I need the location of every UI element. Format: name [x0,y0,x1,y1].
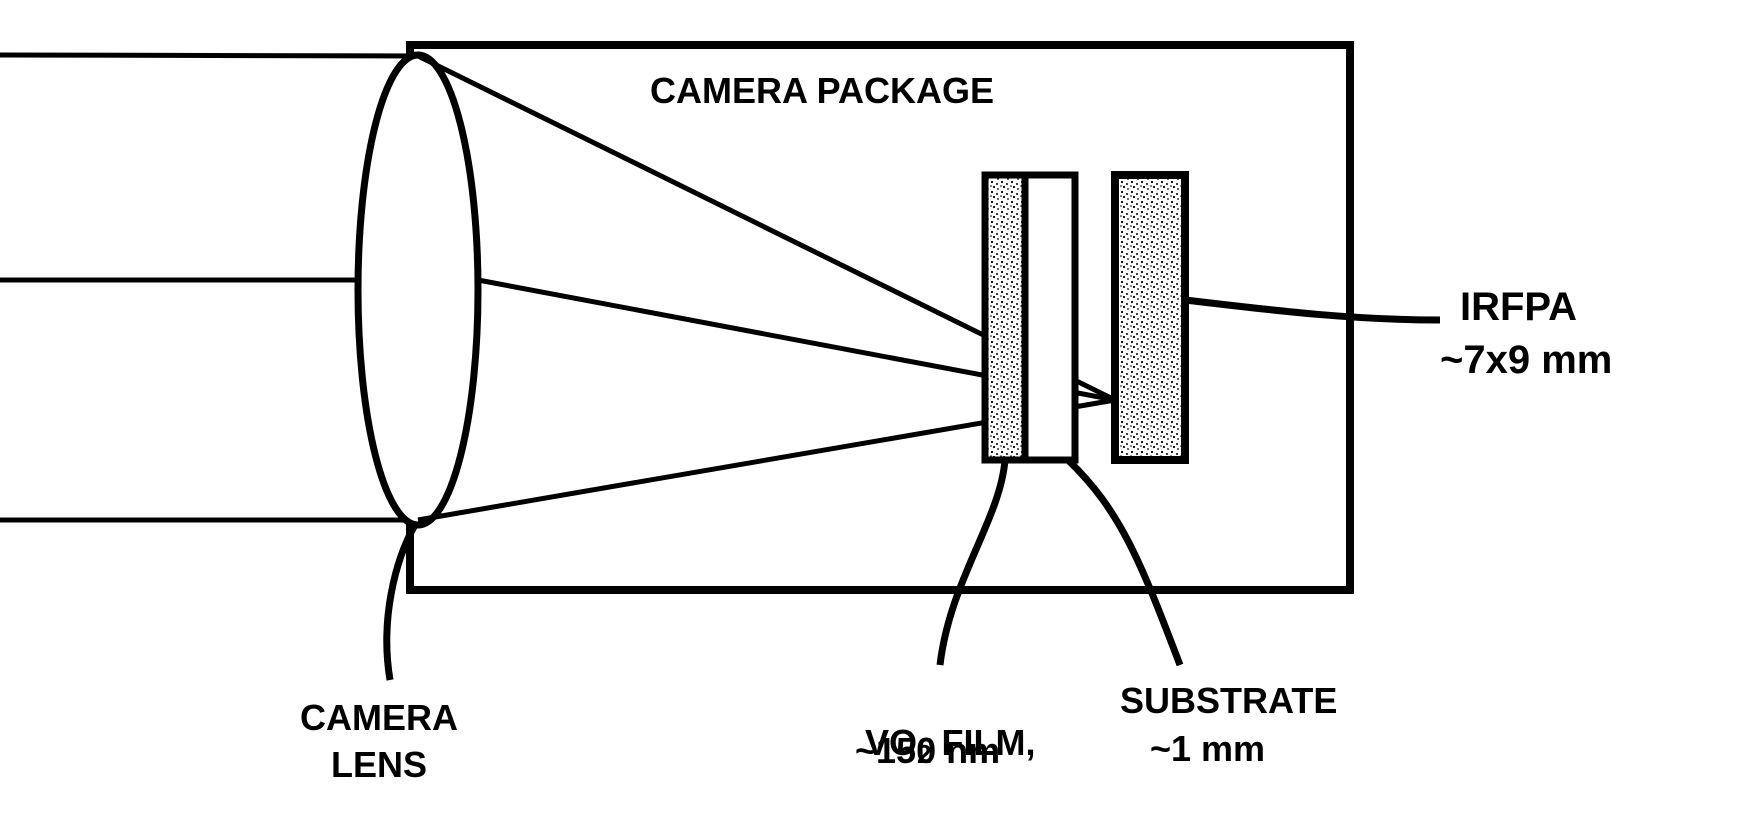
camera-lens-label: CAMERA LENS [300,695,458,789]
vo2-film-rect [985,175,1025,460]
irfpa-lead-line [1185,300,1440,320]
irfpa-size-label: ~7x9 mm [1440,338,1612,383]
vo2-size-label: ~150 nm [855,730,1000,772]
vo2-lead-line [940,460,1005,665]
camera-lens-shape [358,55,478,525]
substrate-label: SUBSTRATE [1120,680,1337,722]
camera-package-label: CAMERA PACKAGE [650,70,994,112]
camera-package-rect [410,45,1350,590]
substrate-size-label: ~1 mm [1150,728,1265,770]
irfpa-rect [1115,175,1185,460]
irfpa-label: IRFPA [1460,285,1577,330]
ray-incoming-top [0,55,418,56]
substrate-lead-line [1068,460,1180,665]
